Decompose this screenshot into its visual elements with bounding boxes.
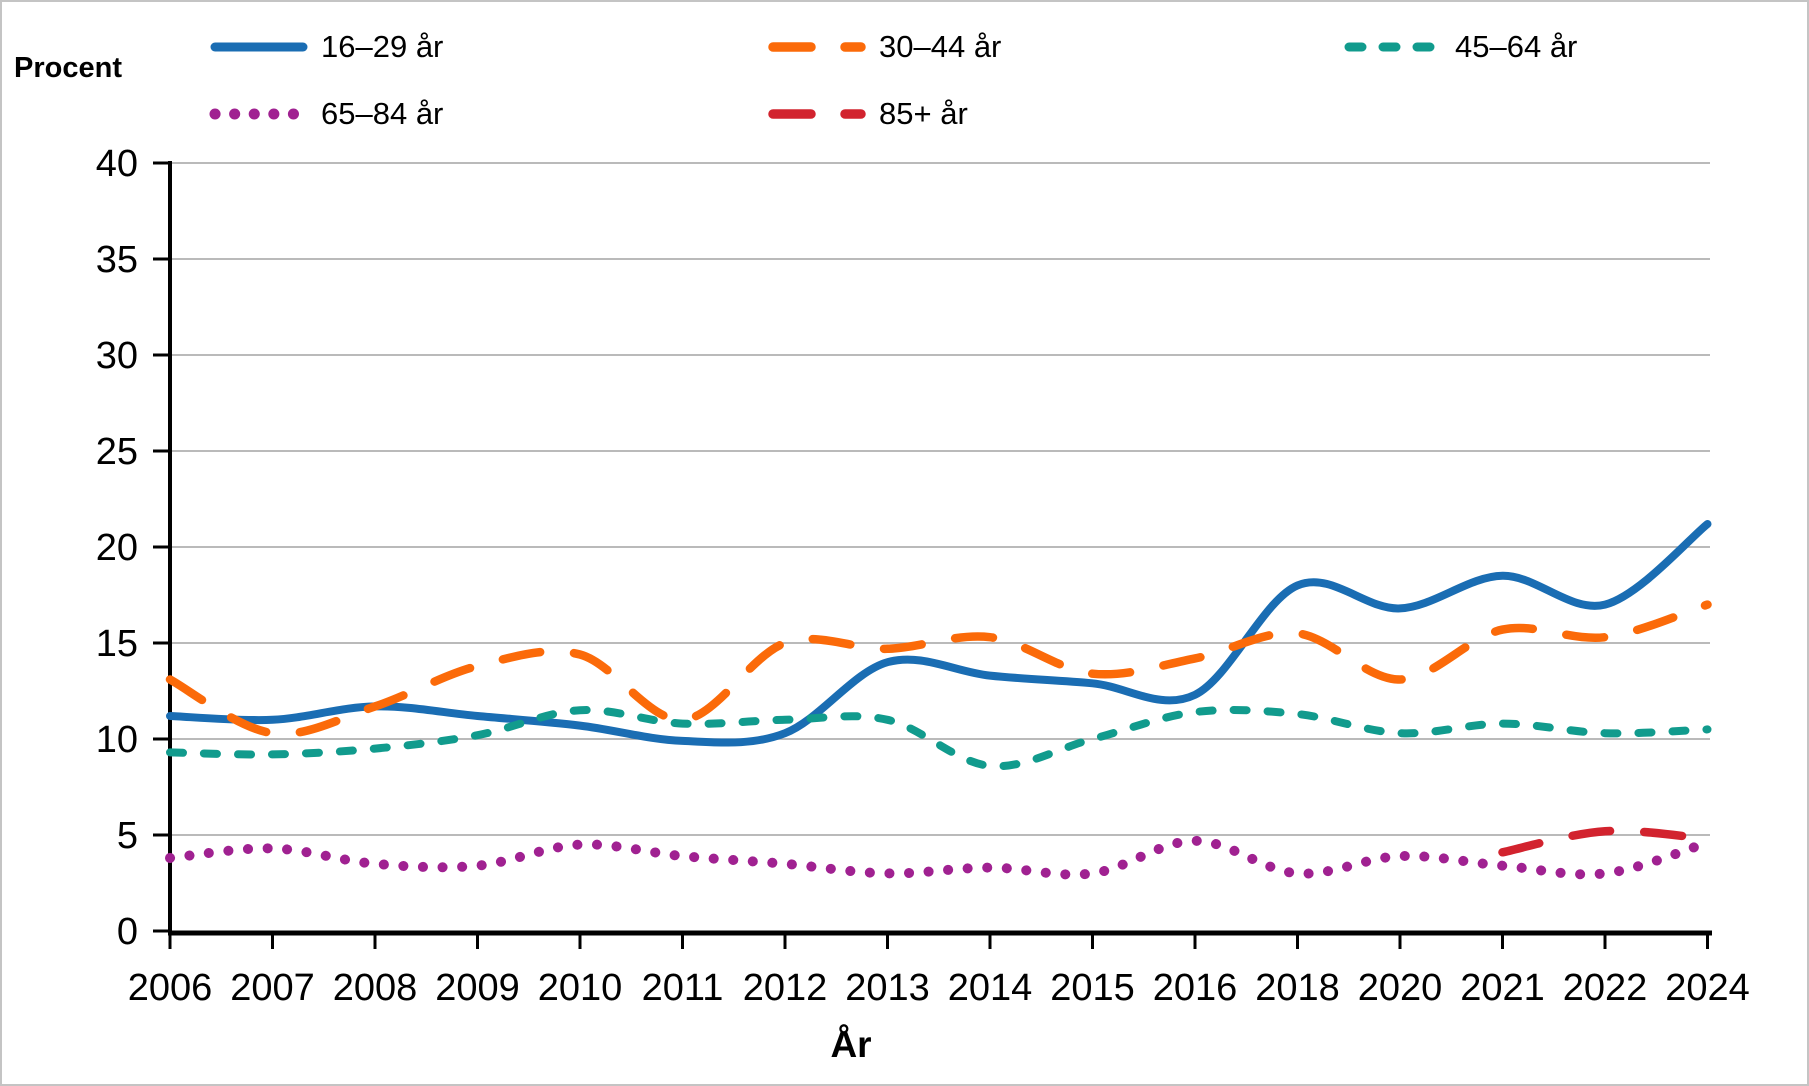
legend-swatch-icon bbox=[1344, 42, 1442, 52]
x-tick-label: 2007 bbox=[230, 967, 315, 1009]
legend-label: 30–44 år bbox=[879, 29, 1002, 64]
y-tick-label: 25 bbox=[96, 431, 138, 473]
legend-item-2: 30–44 år bbox=[767, 29, 1002, 64]
x-tick-label: 2024 bbox=[1665, 967, 1750, 1009]
x-tick-label: 2009 bbox=[435, 967, 520, 1009]
series-line-2 bbox=[165, 600, 1712, 739]
legend-item-5: 85+ år bbox=[767, 96, 968, 131]
legend-swatch-icon bbox=[210, 42, 308, 52]
x-tick-label: 2013 bbox=[845, 967, 930, 1009]
x-tick-label: 2008 bbox=[333, 967, 418, 1009]
x-tick-label: 2016 bbox=[1153, 967, 1238, 1009]
x-tick-label: 2012 bbox=[743, 967, 828, 1009]
legend-label: 16–29 år bbox=[321, 29, 444, 64]
y-tick-label: 0 bbox=[117, 911, 138, 953]
y-axis-title: Procent bbox=[14, 52, 122, 84]
chart-legend: 16–29 år 30–44 år 45–64 år 65–84 år 85+ år bbox=[0, 0, 1809, 140]
legend-label: 65–84 år bbox=[321, 96, 444, 131]
legend-item-1: 16–29 år bbox=[209, 29, 444, 64]
y-tick-label: 20 bbox=[96, 527, 138, 569]
legend-swatch-icon bbox=[768, 42, 866, 52]
x-tick-label: 2006 bbox=[128, 967, 213, 1009]
x-tick-label: 2021 bbox=[1460, 967, 1545, 1009]
legend-item-3: 45–64 år bbox=[1343, 29, 1578, 64]
series-line-4 bbox=[165, 835, 1713, 880]
series-line-1 bbox=[166, 520, 1712, 747]
legend-label: 85+ år bbox=[879, 96, 968, 131]
series-line-5 bbox=[1498, 826, 1712, 857]
x-axis-title: År bbox=[830, 1024, 872, 1065]
y-tick-label: 10 bbox=[96, 719, 138, 761]
x-tick-label: 2022 bbox=[1563, 967, 1648, 1009]
legend-swatch-icon bbox=[768, 109, 866, 119]
legend-swatch-icon bbox=[209, 108, 309, 120]
x-tick-label: 2020 bbox=[1358, 967, 1443, 1009]
y-tick-label: 40 bbox=[96, 143, 138, 185]
x-tick-label: 2015 bbox=[1050, 967, 1135, 1009]
x-tick-label: 2010 bbox=[538, 967, 623, 1009]
x-tick-label: 2014 bbox=[948, 967, 1033, 1009]
x-tick-label: 2011 bbox=[642, 967, 724, 1009]
y-tick-label: 5 bbox=[117, 815, 138, 857]
y-tick-label: 30 bbox=[96, 335, 138, 377]
y-tick-label: 35 bbox=[96, 239, 138, 281]
y-tick-label: 15 bbox=[96, 623, 138, 665]
series-line-3 bbox=[166, 705, 1712, 771]
legend-item-4: 65–84 år bbox=[209, 96, 444, 131]
legend-label: 45–64 år bbox=[1455, 29, 1578, 64]
x-tick-label: 2018 bbox=[1255, 967, 1340, 1009]
